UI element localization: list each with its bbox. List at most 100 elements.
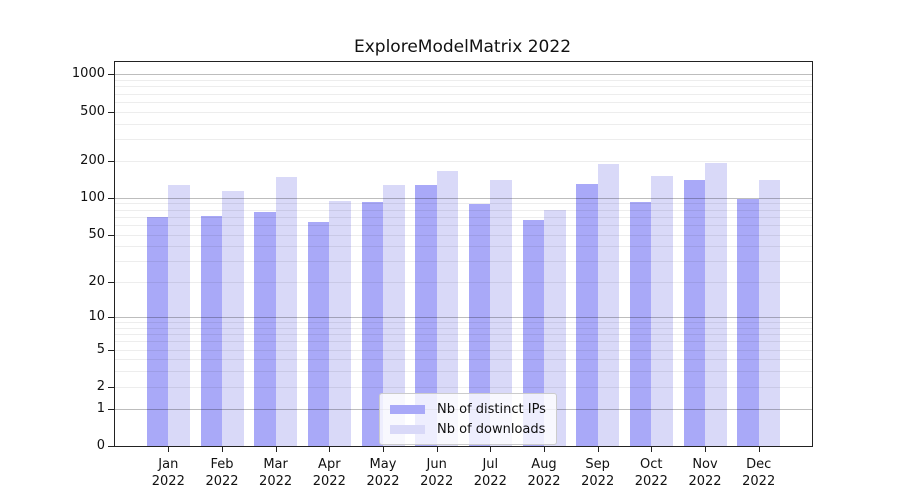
- y-tick-label-20: 20: [88, 274, 105, 290]
- bar-nb-of-downloads-oct: [651, 175, 673, 446]
- bar-nb-of-downloads-apr: [329, 201, 351, 446]
- x-tick-year-nov: 2022: [688, 474, 722, 489]
- legend-item-nb-of-distinct-ips: Nb of distinct IPs: [390, 399, 546, 419]
- y-tick-2: [108, 386, 114, 388]
- bar-nb-of-distinct-ips-apr: [307, 222, 330, 446]
- x-tick-month-feb: Feb: [210, 457, 234, 472]
- x-tick-aug: [544, 447, 545, 452]
- y-tick-label-100: 100: [80, 189, 105, 205]
- y-tick-label-5: 5: [96, 341, 105, 357]
- x-tick-oct: [651, 447, 653, 452]
- gridline-800: [115, 86, 812, 88]
- y-tick-label-1000: 1000: [71, 66, 105, 82]
- y-tick-50: [108, 234, 114, 236]
- x-tick-label-oct: Oct 2022: [619, 456, 683, 490]
- x-tick-label-mar: Mar 2022: [244, 456, 308, 490]
- x-tick-year-apr: 2022: [312, 474, 346, 489]
- x-tick-month-aug: Aug: [531, 457, 557, 472]
- y-tick-10: [108, 317, 114, 318]
- y-tick-100: [108, 197, 114, 199]
- x-tick-month-nov: Nov: [692, 457, 718, 472]
- x-tick-sep: [597, 447, 599, 452]
- y-tick-1000: [108, 74, 114, 76]
- x-tick-month-apr: Apr: [318, 457, 341, 472]
- x-tick-apr: [329, 447, 331, 452]
- x-tick-label-may: May 2022: [351, 456, 415, 490]
- x-tick-mar: [275, 447, 277, 452]
- x-tick-month-mar: Mar: [263, 457, 288, 472]
- x-tick-year-aug: 2022: [527, 474, 561, 489]
- x-tick-year-jul: 2022: [473, 474, 507, 489]
- plot-area: 0 1 2 5 10 20 50 100 200 500 1000 Jan 2022 Feb 2022 Ma…: [72, 61, 813, 489]
- x-tick-year-may: 2022: [366, 474, 400, 489]
- x-tick-jan: [168, 447, 170, 452]
- y-tick-label-50: 50: [88, 226, 105, 242]
- x-tick-month-jul: Jul: [482, 457, 499, 472]
- bar-nb-of-downloads-mar: [275, 176, 298, 446]
- gridline-200: [115, 160, 812, 162]
- y-tick-500: [108, 111, 114, 113]
- x-tick-month-sep: Sep: [585, 457, 610, 472]
- x-tick-year-feb: 2022: [205, 474, 239, 489]
- y-tick-label-200: 200: [80, 152, 105, 168]
- y-tick-0: [108, 446, 114, 447]
- bar-nb-of-downloads-may: [383, 185, 405, 446]
- y-tick-1: [108, 408, 114, 410]
- x-tick-month-oct: Oct: [640, 457, 663, 472]
- x-tick-jul: [490, 447, 492, 452]
- legend-swatch-nb-of-distinct-ips: [390, 404, 425, 414]
- x-tick-label-sep: Sep 2022: [566, 456, 630, 490]
- y-tick-label-10: 10: [88, 309, 105, 324]
- y-tick-label-1: 1: [96, 400, 105, 416]
- bar-nb-of-distinct-ips-jan: [146, 216, 169, 446]
- y-tick-label-0: 0: [96, 438, 105, 453]
- x-tick-year-jan: 2022: [151, 474, 185, 489]
- x-tick-year-dec: 2022: [742, 474, 776, 489]
- x-tick-feb: [222, 447, 223, 452]
- bar-nb-of-downloads-aug: [544, 209, 566, 446]
- bar-nb-of-distinct-ips-may: [361, 201, 383, 446]
- x-tick-year-sep: 2022: [581, 474, 615, 489]
- x-tick-month-may: May: [369, 457, 397, 472]
- x-tick-month-dec: Dec: [746, 457, 772, 472]
- bar-nb-of-distinct-ips-aug: [522, 219, 544, 446]
- bar-nb-of-downloads-jul: [490, 180, 512, 446]
- y-tick-5: [108, 349, 114, 351]
- x-tick-nov: [705, 447, 706, 452]
- bar-nb-of-downloads-jan: [168, 185, 190, 446]
- bar-nb-of-distinct-ips-nov: [683, 179, 705, 446]
- x-tick-year-oct: 2022: [634, 474, 668, 489]
- x-tick-may: [383, 447, 384, 452]
- bar-nb-of-downloads-nov: [705, 162, 727, 446]
- legend: Nb of distinct IPs Nb of downloads: [379, 393, 557, 445]
- chart-title: ExploreModelMatrix 2022: [353, 37, 572, 57]
- legend-swatch-nb-of-downloads: [390, 424, 425, 434]
- x-tick-month-jan: Jan: [158, 457, 179, 472]
- bar-nb-of-distinct-ips-mar: [254, 212, 276, 446]
- gridline-500: [115, 111, 812, 113]
- gridline-1000: [115, 74, 812, 76]
- x-tick-jun: [436, 447, 438, 452]
- y-tick-20: [108, 282, 114, 284]
- gridline-300: [115, 139, 812, 140]
- x-tick-label-aug: Aug 2022: [512, 456, 576, 490]
- gridline-400: [115, 123, 812, 125]
- x-tick-month-jun: Jun: [426, 457, 447, 472]
- bar-nb-of-distinct-ips-dec: [737, 198, 759, 446]
- legend-label-nb-of-distinct-ips: Nb of distinct IPs: [437, 401, 546, 417]
- bar-nb-of-distinct-ips-jul: [468, 203, 491, 446]
- bar-nb-of-downloads-feb: [222, 190, 244, 446]
- gridline-700: [115, 93, 812, 95]
- x-tick-label-dec: Dec 2022: [727, 456, 791, 490]
- y-tick-200: [108, 160, 114, 162]
- x-tick-year-mar: 2022: [259, 474, 293, 489]
- y-tick-label-500: 500: [80, 103, 105, 119]
- bar-nb-of-downloads-dec: [758, 180, 781, 446]
- gridline-900: [115, 80, 812, 81]
- legend-item-nb-of-downloads: Nb of downloads: [390, 419, 546, 439]
- x-tick-label-jan: Jan 2022: [136, 456, 200, 490]
- x-tick-label-nov: Nov 2022: [673, 456, 737, 490]
- x-tick-label-feb: Feb 2022: [190, 456, 254, 490]
- bar-nb-of-distinct-ips-jun: [415, 184, 437, 446]
- x-tick-label-apr: Apr 2022: [297, 456, 361, 490]
